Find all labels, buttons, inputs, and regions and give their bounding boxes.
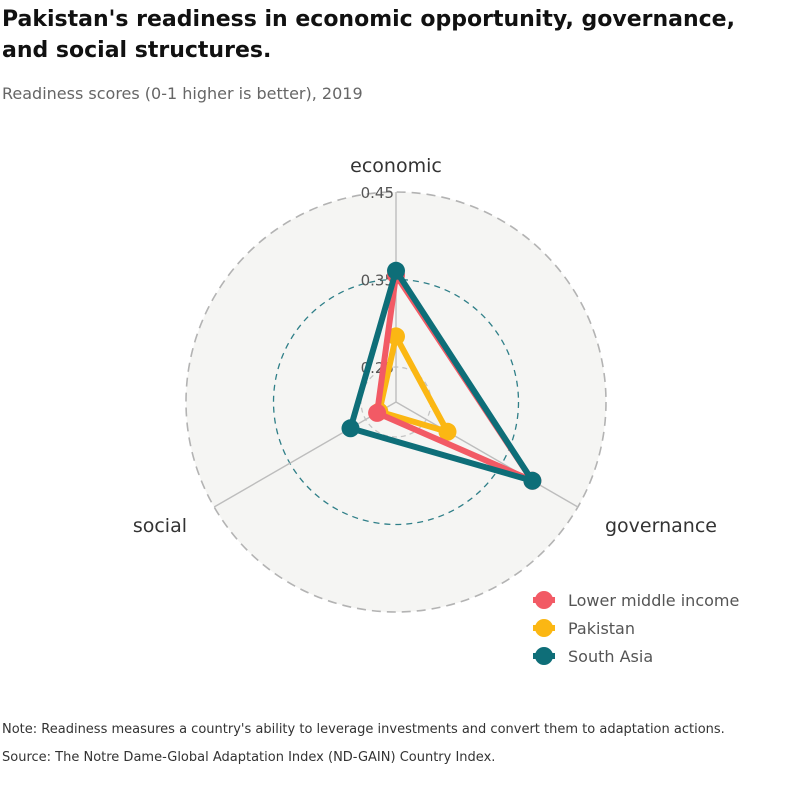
chart-subtitle: Readiness scores (0-1 higher is better),… (2, 84, 363, 103)
data-point-pakistan-governance (438, 422, 457, 441)
axis-line-social (213, 401, 397, 508)
tick-label-0.45: 0.45 (361, 184, 394, 202)
series-line-south-asia (347, 267, 536, 484)
data-point-south-asia-social (341, 419, 360, 438)
legend-label-pakistan: Pakistan (568, 619, 635, 638)
legend-swatch-pakistan (535, 619, 553, 637)
chart-note: Note: Readiness measures a country's abi… (2, 722, 725, 737)
chart-title: Pakistan's readiness in economic opportu… (2, 7, 735, 63)
data-point-south-asia-governance (523, 471, 542, 490)
axis-line-governance (395, 401, 579, 508)
legend-label-lower-middle-income: Lower middle income (568, 591, 739, 610)
data-point-lower-middle-income-social (368, 403, 387, 422)
series-line-pakistan (376, 333, 451, 435)
axis-label-economic: economic (350, 155, 442, 177)
chart-source: Source: The Notre Dame-Global Adaptation… (2, 750, 496, 765)
tick-label-0.35: 0.35 (361, 272, 394, 290)
legend-swatch-south-asia (535, 647, 553, 665)
axis-label-social: social (133, 515, 187, 537)
legend-label-south-asia: South Asia (568, 647, 653, 666)
data-point-south-asia-economic (387, 261, 405, 280)
axis-label-governance: governance (605, 515, 717, 537)
legend-swatch-lower-middle-income (535, 591, 553, 609)
data-point-pakistan-economic (387, 327, 405, 346)
